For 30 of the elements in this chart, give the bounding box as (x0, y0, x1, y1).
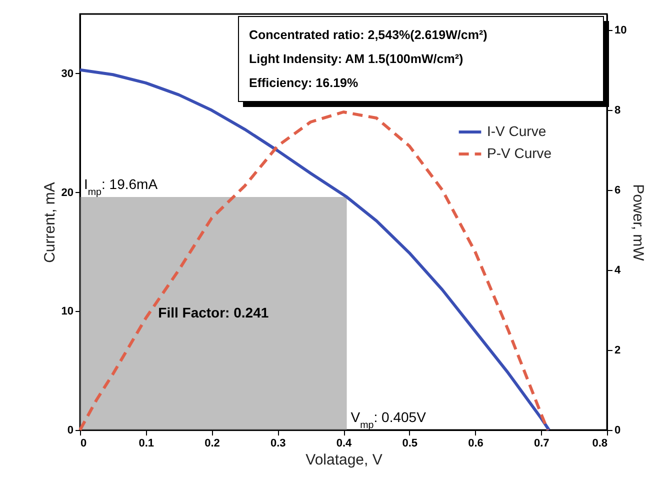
x-tick-label: 0.3 (270, 438, 286, 450)
x-tick-label: 0.6 (468, 438, 484, 450)
annotation: I$_{mp}$: 19.6mA (84, 176, 158, 198)
legend-label: P-V Curve (487, 145, 552, 161)
y2-tick-label: 0 (614, 424, 621, 436)
x-tick-label: 0.8 (592, 438, 608, 450)
x-tick-label: 0.2 (204, 438, 220, 450)
annotation: V$_{mp}$: 0.405V (350, 409, 427, 430)
annotation: Light Indensity: AM 1.5(100mW/cm²) (249, 51, 464, 68)
legend-label: I-V Curve (487, 123, 546, 139)
y-tick-label: 20 (61, 186, 74, 199)
y-tick-label: 10 (61, 306, 74, 318)
y2-axis-title: Power, mW (630, 184, 647, 262)
y2-tick-label: 8 (614, 104, 621, 116)
x-tick-label: 0 (80, 438, 87, 450)
y-tick-label: 0 (67, 424, 74, 436)
x-tick-label: 0.7 (534, 438, 550, 450)
series-label: Fill Factor: 0.241 (158, 304, 269, 321)
y2-tick-label: 4 (614, 264, 622, 276)
x-tick-label: 0.5 (402, 438, 418, 450)
x-axis-title: Volatage, V (306, 452, 382, 468)
x-tick-label: 0.1 (138, 438, 154, 450)
y2-tick-label: 2 (614, 344, 621, 356)
y-axis-title: Current, mA (41, 182, 58, 263)
annotation: Concentrated ratio: 2,543%(2.619W/cm²) (249, 27, 488, 44)
y2-tick-label: 10 (614, 24, 627, 36)
x-tick-label: 0.4 (336, 438, 353, 450)
annotation: Efficiency: 16.19% (249, 75, 360, 92)
y2-tick-label: 6 (614, 184, 621, 196)
y-tick-label: 30 (61, 68, 74, 80)
